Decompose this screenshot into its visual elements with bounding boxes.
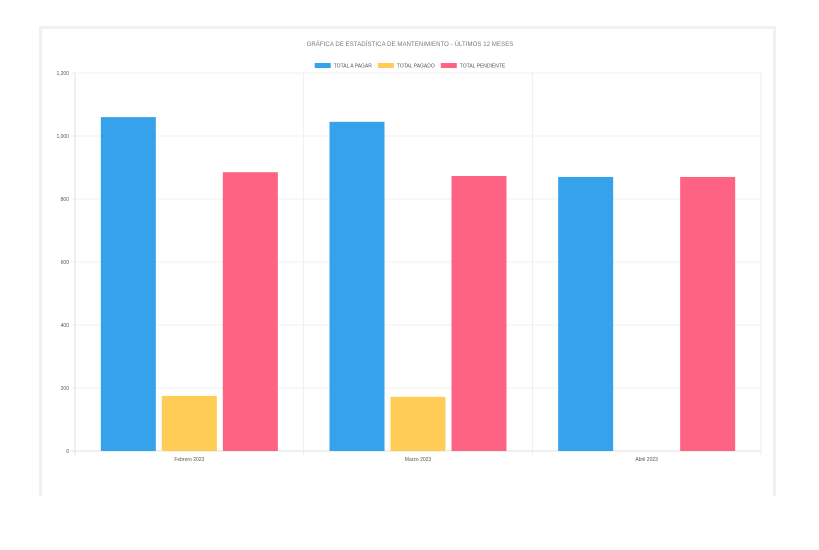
x-axis: Febrero 2023 Marzo 2023 Abril 2023 [174,457,658,463]
x-tick-label: Febrero 2023 [174,457,204,463]
y-tick-label: 0 [66,449,69,455]
bar-total-pagado-0[interactable] [161,395,217,451]
legend-label: TOTAL A PAGAR [334,64,373,70]
y-tick-label: 1,200 [56,71,69,77]
legend-label: TOTAL PENDIENTE [460,64,506,70]
bar-total-pagado-1[interactable] [390,396,446,451]
y-tick-label: 400 [61,323,70,329]
legend-item[interactable]: TOTAL PAGADO [377,63,435,70]
chart-legend: TOTAL A PAGAR TOTAL PAGADO TOTAL PENDIENTE [314,63,506,70]
legend-label: TOTAL PAGADO [397,64,435,70]
y-tick-label: 200 [61,386,70,392]
bar-total-pendiente-1[interactable] [451,176,507,451]
bar-total-pendiente-0[interactable] [222,172,278,451]
legend-swatch [440,63,457,68]
bar-total-a-pagar-2[interactable] [558,176,614,451]
x-tick-label: Abril 2023 [635,457,658,463]
bar-total-a-pagar-0[interactable] [100,117,156,451]
legend-item[interactable]: TOTAL A PAGAR [314,63,373,70]
bar-total-pendiente-2[interactable] [680,176,736,451]
x-tick-label: Marzo 2023 [405,457,432,463]
legend-swatch [377,63,394,68]
chart-title: GRÁFICA DE ESTADÍSTICA DE MANTENIMIENTO … [307,41,514,48]
legend-swatch [314,63,331,68]
y-tick-label: 600 [61,260,70,266]
y-tick-label: 1,000 [56,134,69,140]
bars [100,117,736,451]
legend-item[interactable]: TOTAL PENDIENTE [440,63,506,70]
bar-total-a-pagar-1[interactable] [329,121,385,451]
y-axis: 0 200 400 600 800 1,000 1,200 [56,71,69,455]
y-tick-label: 800 [61,197,70,203]
